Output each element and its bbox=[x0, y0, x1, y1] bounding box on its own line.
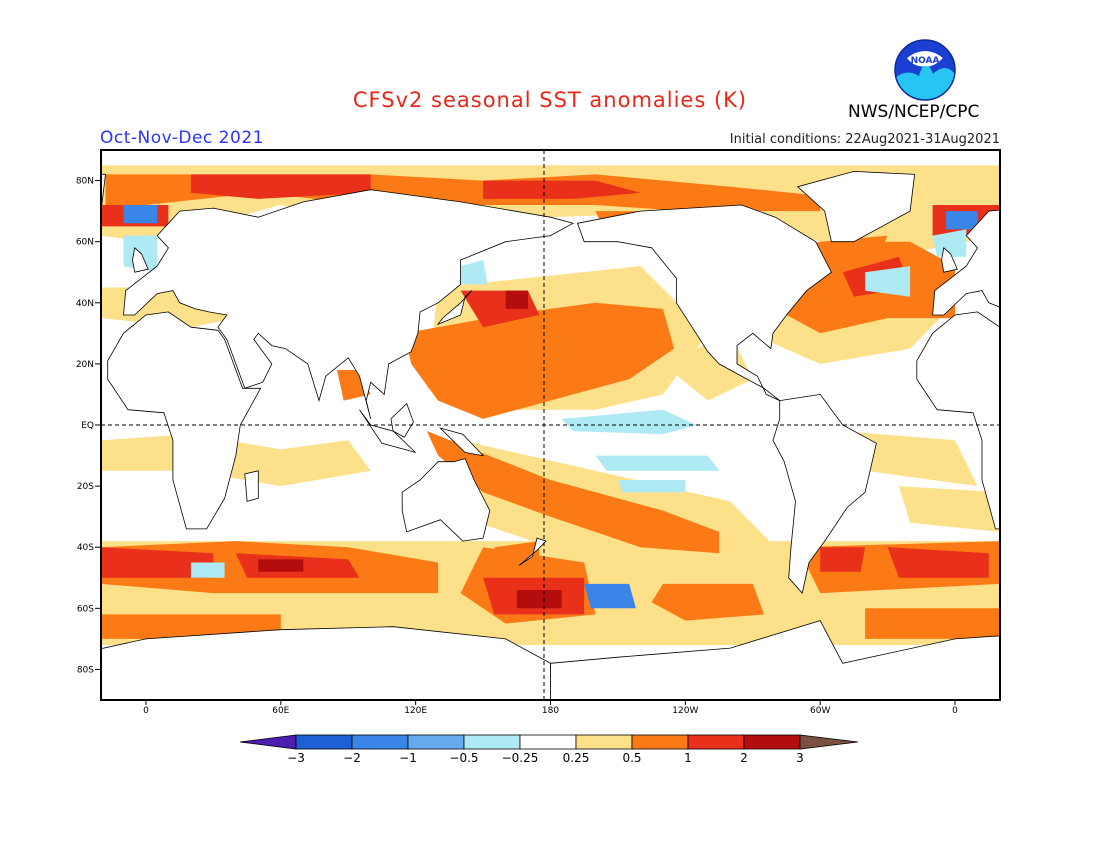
longitude-ticks: 0 60E 120E 180 120W 60W 0 bbox=[143, 700, 958, 716]
anomaly-cyan-region bbox=[561, 409, 697, 435]
legend-high-arrow bbox=[799, 734, 859, 750]
anomaly-fill-neg0.25 bbox=[123, 229, 967, 578]
legend-tick-label: −2 bbox=[343, 751, 361, 765]
landmass-borneo bbox=[390, 402, 414, 438]
initial-conditions-label: Initial conditions: 22Aug2021-31Aug2021 bbox=[729, 132, 1000, 147]
anomaly-cyan-region bbox=[617, 480, 686, 493]
legend-tick-label: −1 bbox=[399, 751, 417, 765]
anomaly-cyan-region bbox=[865, 266, 911, 297]
legend-color-swatch bbox=[575, 734, 633, 750]
anomaly-red-region bbox=[190, 174, 371, 199]
lat-tick-label: 40S bbox=[77, 543, 94, 553]
anomaly-blue-region bbox=[946, 211, 978, 230]
anomaly-cyan-region bbox=[190, 562, 225, 578]
anomaly-cyan-region bbox=[932, 229, 967, 257]
anomaly-orange-region bbox=[494, 541, 540, 584]
legend-tick-label: 2 bbox=[740, 751, 748, 765]
landmass-greenland bbox=[796, 170, 916, 243]
anomaly-orange-region bbox=[820, 235, 888, 288]
latitude-ticks: 80N 60N 40N 20N EQ 20S 40S 60S 80S bbox=[76, 177, 101, 675]
legend-tick-label: 0.25 bbox=[563, 751, 590, 765]
landmass-new-zealand bbox=[518, 537, 547, 566]
legend-color-swatch bbox=[295, 734, 353, 750]
lat-tick-label: 80N bbox=[76, 177, 94, 187]
lat-tick-label: 60N bbox=[76, 238, 94, 248]
legend-tick-label: −3 bbox=[287, 751, 305, 765]
legend-low-arrow bbox=[239, 734, 297, 750]
noaa-logo: NOAA bbox=[894, 39, 956, 101]
anomaly-yellow-region bbox=[898, 486, 1000, 532]
legend-tick-label: −0.5 bbox=[449, 751, 478, 765]
landmass-uk bbox=[941, 247, 958, 273]
legend-color-swatch bbox=[463, 734, 521, 750]
anomaly-blue-region bbox=[123, 205, 158, 224]
lon-tick-label: 0 bbox=[143, 706, 149, 716]
legend-color-swatch bbox=[351, 734, 409, 750]
anomaly-darkred-region bbox=[516, 590, 562, 609]
lon-tick-label: 120W bbox=[672, 706, 698, 716]
landmass-antarctica bbox=[550, 620, 1000, 700]
anomaly-cyan-region bbox=[460, 260, 488, 285]
landmass-madagascar bbox=[244, 470, 259, 502]
lat-tick-label: 60S bbox=[77, 604, 94, 614]
anomaly-fill-2to3 bbox=[258, 290, 562, 609]
legend-color-swatch bbox=[519, 734, 577, 750]
anomaly-red-region bbox=[101, 547, 214, 578]
logo-text: NOAA bbox=[911, 56, 940, 66]
anomaly-cyan-region bbox=[595, 455, 720, 471]
coastlines bbox=[101, 170, 1000, 700]
lat-tick-label: 20N bbox=[76, 360, 94, 370]
landmass-japan bbox=[436, 290, 473, 326]
anomaly-orange-region bbox=[426, 431, 720, 554]
lat-tick-label: 40N bbox=[76, 299, 94, 309]
legend-color-swatch bbox=[631, 734, 689, 750]
lon-tick-label: 60W bbox=[810, 706, 830, 716]
landmass-australia bbox=[401, 458, 491, 542]
lon-tick-label: 60E bbox=[272, 706, 289, 716]
anomaly-red-region bbox=[820, 547, 866, 572]
agency-label: NWS/NCEP/CPC bbox=[848, 102, 980, 122]
lat-tick-label: 80S bbox=[77, 665, 94, 675]
landmass-uk bbox=[132, 247, 149, 273]
anomaly-blue-region bbox=[584, 583, 636, 609]
lat-tick-label: 20S bbox=[77, 482, 94, 492]
anomaly-orange-region bbox=[404, 302, 675, 419]
landmass-antarctica bbox=[101, 626, 551, 700]
season-label: Oct-Nov-Dec 2021 bbox=[100, 128, 264, 148]
anomaly-red-region bbox=[483, 180, 641, 199]
landmass-greenland bbox=[101, 173, 106, 212]
anomaly-yellow-region bbox=[101, 434, 371, 487]
landmass-africa bbox=[107, 311, 262, 530]
chart-title: CFSv2 seasonal SST anomalies (K) bbox=[352, 88, 748, 112]
landmass-eurasia bbox=[123, 189, 575, 420]
legend-tick-label: 3 bbox=[796, 751, 804, 765]
landmass-africa bbox=[916, 311, 1000, 530]
legend-tick-label: −0.25 bbox=[502, 751, 539, 765]
landmass-eurasia bbox=[932, 209, 1000, 316]
legend-tick-label: 0.5 bbox=[622, 751, 641, 765]
legend-tick-label: 1 bbox=[684, 751, 692, 765]
legend-color-swatch bbox=[407, 734, 465, 750]
anomaly-orange-region bbox=[865, 608, 1000, 639]
lon-tick-label: 180 bbox=[542, 706, 559, 716]
lon-tick-label: 0 bbox=[952, 706, 958, 716]
legend-color-swatch bbox=[743, 734, 801, 750]
anomaly-red-region bbox=[887, 547, 989, 578]
landmass-south-america bbox=[772, 393, 877, 594]
lat-tick-label: EQ bbox=[81, 421, 94, 431]
landmass-new-guinea bbox=[439, 427, 485, 457]
anomaly-orange-region bbox=[651, 583, 764, 621]
anomaly-darkred-region bbox=[505, 290, 528, 309]
legend-color-swatch bbox=[687, 734, 745, 750]
landmass-north-america bbox=[576, 204, 832, 401]
lon-tick-label: 120E bbox=[404, 706, 427, 716]
anomaly-fill-neg0.5 bbox=[123, 205, 978, 609]
anomaly-darkred-region bbox=[258, 559, 304, 572]
